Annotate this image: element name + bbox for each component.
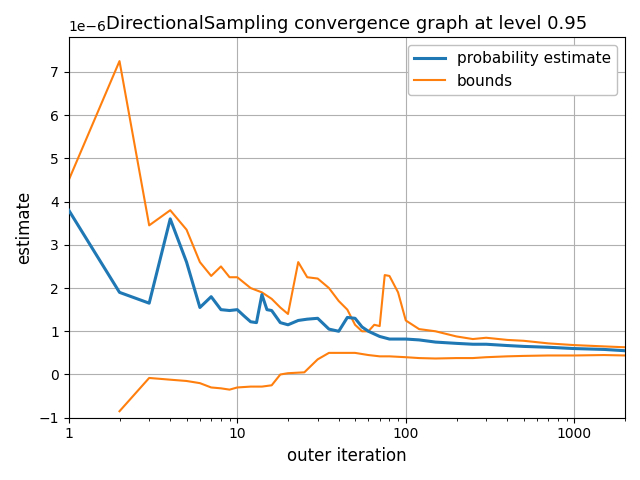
- probability estimate: [241, 313, 248, 319]
- probability estimate: [276, 320, 284, 325]
- probability estimate: [116, 289, 124, 295]
- bounds: [570, 342, 578, 348]
- bounds: [234, 275, 241, 280]
- probability estimate: [483, 341, 490, 347]
- Text: 1e−6: 1e−6: [68, 20, 107, 34]
- probability estimate: [376, 334, 383, 339]
- probability estimate: [253, 320, 260, 325]
- probability estimate: [226, 308, 234, 313]
- probability estimate: [284, 322, 292, 328]
- bounds: [196, 259, 204, 265]
- bounds: [344, 307, 351, 312]
- probability estimate: [504, 343, 511, 348]
- bounds: [335, 298, 342, 304]
- bounds: [207, 273, 215, 279]
- probability estimate: [145, 300, 153, 306]
- probability estimate: [365, 328, 372, 334]
- probability estimate: [520, 344, 527, 349]
- probability estimate: [65, 207, 72, 213]
- bounds: [65, 177, 72, 183]
- probability estimate: [344, 314, 351, 320]
- bounds: [545, 340, 552, 346]
- bounds: [294, 259, 302, 265]
- probability estimate: [234, 307, 241, 312]
- probability estimate: [335, 328, 342, 334]
- probability estimate: [303, 316, 311, 322]
- bounds: [402, 318, 410, 324]
- probability estimate: [258, 292, 266, 298]
- probability estimate: [196, 305, 204, 311]
- probability estimate: [268, 308, 275, 313]
- bounds: [226, 275, 234, 280]
- bounds: [351, 322, 359, 328]
- probability estimate: [182, 259, 190, 265]
- probability estimate: [469, 341, 477, 347]
- bounds: [276, 305, 284, 311]
- probability estimate: [247, 319, 255, 324]
- bounds: [394, 289, 402, 295]
- bounds: [314, 276, 321, 281]
- Legend: probability estimate, bounds: probability estimate, bounds: [408, 45, 618, 95]
- Line: probability estimate: probability estimate: [68, 210, 625, 351]
- bounds: [268, 296, 275, 302]
- probability estimate: [386, 336, 394, 342]
- probability estimate: [570, 346, 578, 351]
- probability estimate: [217, 307, 225, 312]
- probability estimate: [358, 324, 366, 330]
- bounds: [452, 334, 460, 339]
- probability estimate: [351, 315, 359, 321]
- bounds: [358, 328, 366, 334]
- bounds: [600, 344, 608, 349]
- probability estimate: [600, 347, 608, 352]
- Line: bounds: bounds: [68, 61, 625, 347]
- probability estimate: [166, 216, 174, 222]
- bounds: [504, 337, 511, 343]
- bounds: [376, 323, 383, 329]
- bounds: [365, 328, 372, 334]
- bounds: [520, 338, 527, 344]
- bounds: [381, 272, 388, 278]
- bounds: [182, 227, 190, 233]
- bounds: [166, 207, 174, 213]
- bounds: [483, 335, 490, 341]
- bounds: [247, 285, 255, 291]
- bounds: [116, 58, 124, 64]
- bounds: [217, 264, 225, 269]
- probability estimate: [394, 336, 402, 342]
- bounds: [431, 328, 439, 334]
- probability estimate: [545, 344, 552, 350]
- bounds: [415, 326, 423, 332]
- Y-axis label: estimate: estimate: [15, 191, 33, 264]
- bounds: [325, 285, 333, 291]
- probability estimate: [415, 337, 423, 343]
- probability estimate: [263, 307, 271, 312]
- bounds: [469, 336, 477, 342]
- bounds: [258, 289, 266, 295]
- probability estimate: [621, 348, 629, 354]
- bounds: [621, 344, 629, 350]
- probability estimate: [294, 318, 302, 324]
- probability estimate: [452, 340, 460, 346]
- Title: DirectionalSampling convergence graph at level 0.95: DirectionalSampling convergence graph at…: [106, 15, 588, 33]
- probability estimate: [314, 315, 321, 321]
- probability estimate: [402, 336, 410, 342]
- X-axis label: outer iteration: outer iteration: [287, 447, 406, 465]
- bounds: [284, 311, 292, 317]
- probability estimate: [325, 326, 333, 332]
- bounds: [145, 223, 153, 228]
- bounds: [386, 273, 394, 279]
- bounds: [371, 322, 378, 328]
- probability estimate: [207, 294, 215, 300]
- probability estimate: [431, 339, 439, 345]
- bounds: [303, 275, 311, 280]
